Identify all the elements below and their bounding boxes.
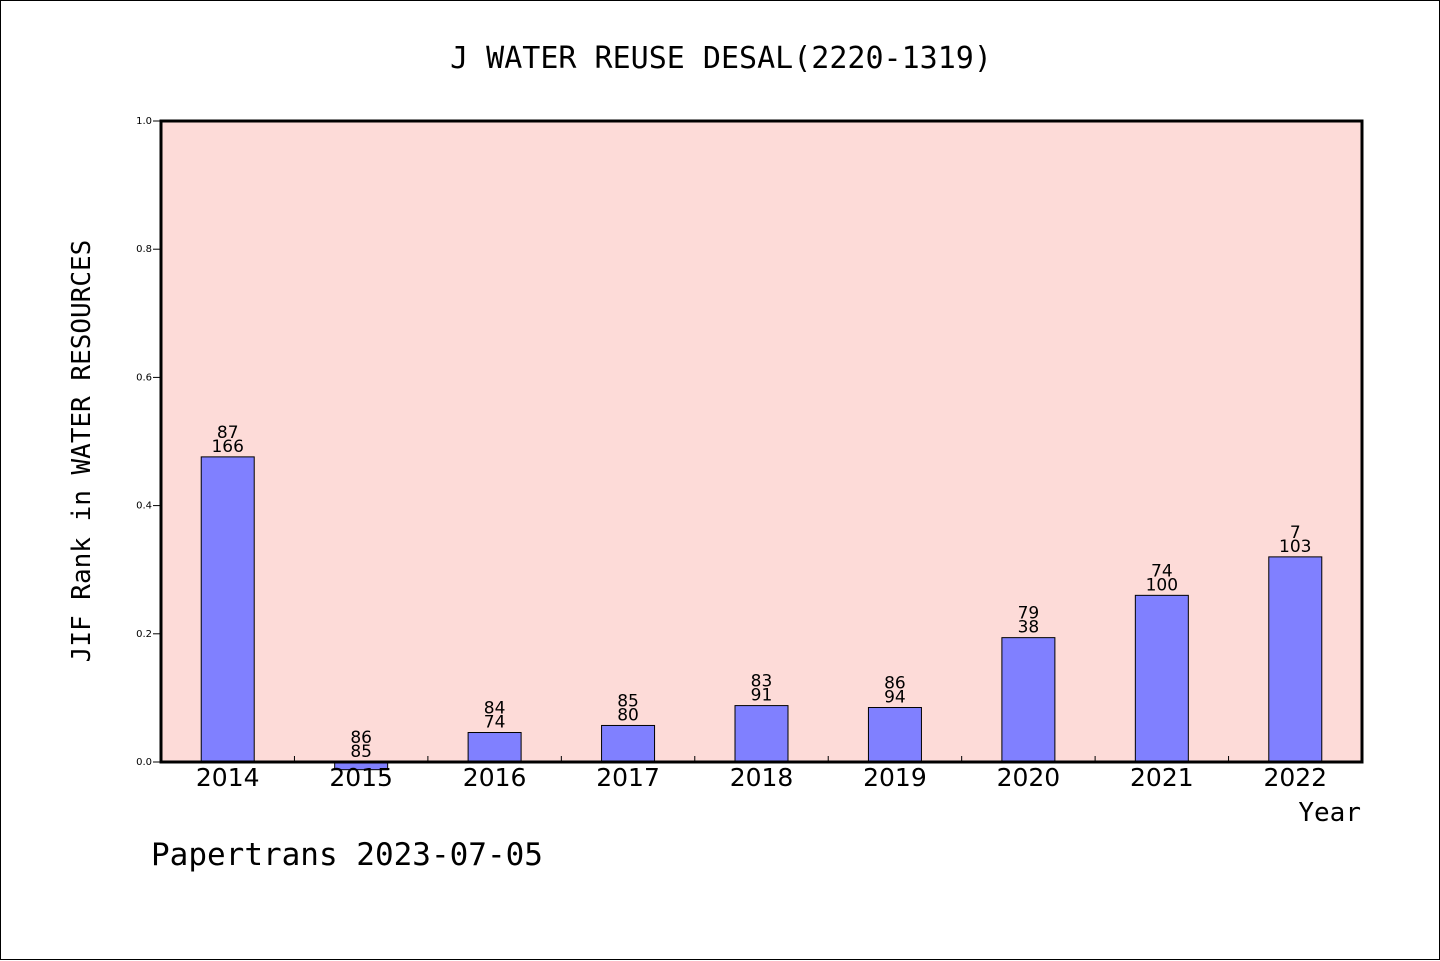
x-axis-label: Year [1298,798,1361,828]
bar-label-top: 7 [1290,523,1301,543]
bar-label-bottom: 166 [211,437,243,457]
footer-credit: Papertrans 2023-07-05 [151,837,543,873]
bar-2019 [867,707,922,763]
bar-label-bottom: 100 [1146,575,1178,595]
bar-label-bottom: 91 [751,686,773,706]
y-tick-label: 0.6 [136,372,152,383]
bar-label-bottom: 94 [884,688,906,708]
bar-label-bottom: 103 [1279,537,1311,557]
bar-label-top: 79 [1018,604,1040,624]
bar-label-top: 74 [1151,561,1173,581]
y-tick-label: 1.0 [136,116,152,127]
x-tick-label: 2022 [1263,763,1327,792]
y-axis: 0.0 0.2 0.4 0.6 0.8 1.0 [136,116,161,768]
bar-label-bottom: 85 [350,742,372,762]
bar-label-top: 86 [884,674,906,694]
y-tick-label: 0.8 [136,244,152,255]
y-tick-label: 0.2 [136,629,152,640]
bar-label-top: 83 [751,672,773,692]
bar-label-bottom: 38 [1018,618,1040,638]
y-axis-label: JIF Rank in WATER RESOURCES [67,240,97,663]
bar-2016 [467,732,522,763]
x-tick-label: 2021 [1130,763,1194,792]
y-tick-label: 0.4 [136,501,152,512]
bar-label-top: 86 [350,728,372,748]
bar-label-top: 85 [617,691,639,711]
x-tick-label: 2017 [596,763,660,792]
x-tick-label: 2016 [463,763,527,792]
bar-label-top: 87 [217,423,239,443]
bar-label-bottom: 80 [617,705,639,725]
bar-2020 [1001,637,1056,763]
x-tick-label: 2018 [730,763,794,792]
y-tick-label: 0.0 [136,757,152,768]
x-tick-label: 2014 [196,763,260,792]
bar-2014 [200,456,255,763]
bar-label-bottom: 74 [484,713,506,733]
bar-2017 [601,724,656,763]
bar-2018 [734,705,789,763]
x-axis: 2014 2015 2016 2017 2018 2019 2020 2021 2022 [196,756,1327,792]
chart-title: J WATER REUSE DESAL(2220-1319) [450,41,992,76]
x-tick-label: 2015 [329,763,393,792]
bars-group [200,456,1323,771]
plot-border [159,119,1364,764]
bar-2021 [1134,594,1189,763]
x-tick-label: 2019 [863,763,927,792]
x-tick-label: 2020 [997,763,1061,792]
bar-label-top: 84 [484,699,506,719]
bar-2022 [1268,556,1323,763]
